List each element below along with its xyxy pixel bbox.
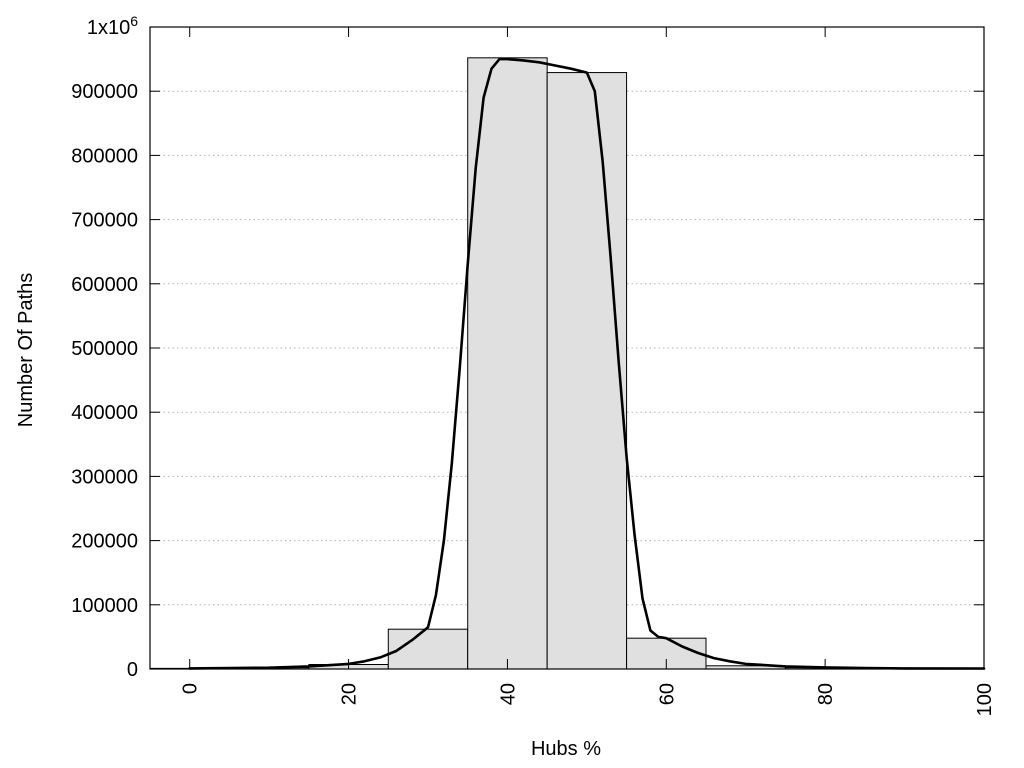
histogram-bar — [467, 57, 548, 670]
x-tick-label: 40 — [497, 683, 519, 705]
y-tick-label: 500000 — [71, 338, 138, 360]
y-tick-label: 300000 — [71, 466, 138, 488]
y-axis-label: Number Of Paths — [15, 273, 37, 428]
plot-frame — [149, 26, 985, 670]
x-tick-label: 80 — [815, 683, 837, 705]
fit-curve — [188, 57, 986, 670]
x-tick-label: 20 — [339, 683, 361, 705]
x-axis-label: Hubs % — [531, 738, 601, 760]
y-tick-label: 700000 — [71, 210, 138, 232]
x-tick-label: 60 — [656, 683, 678, 705]
histogram-bar — [387, 628, 469, 670]
y-tick-label: 100000 — [71, 595, 138, 617]
x-tick-label: 100 — [974, 683, 996, 716]
y-tick-label: 0 — [127, 659, 138, 681]
histogram-bar — [546, 72, 628, 670]
y-tick-label: 800000 — [71, 145, 138, 167]
axis-ticks — [150, 26, 985, 670]
y-tick-label: 400000 — [71, 402, 138, 424]
tick-labels: 0 100000 200000 300000 400000 500000 600000 700… — [71, 81, 996, 716]
fit-curve-line — [188, 57, 986, 670]
y-tick-label: 600000 — [71, 274, 138, 296]
y-tick-label: 900000 — [71, 81, 138, 103]
x-tick-label: 0 — [180, 683, 202, 694]
y-tick-label: 200000 — [71, 531, 138, 553]
y-top-tick-label: 1x106 — [87, 13, 138, 39]
